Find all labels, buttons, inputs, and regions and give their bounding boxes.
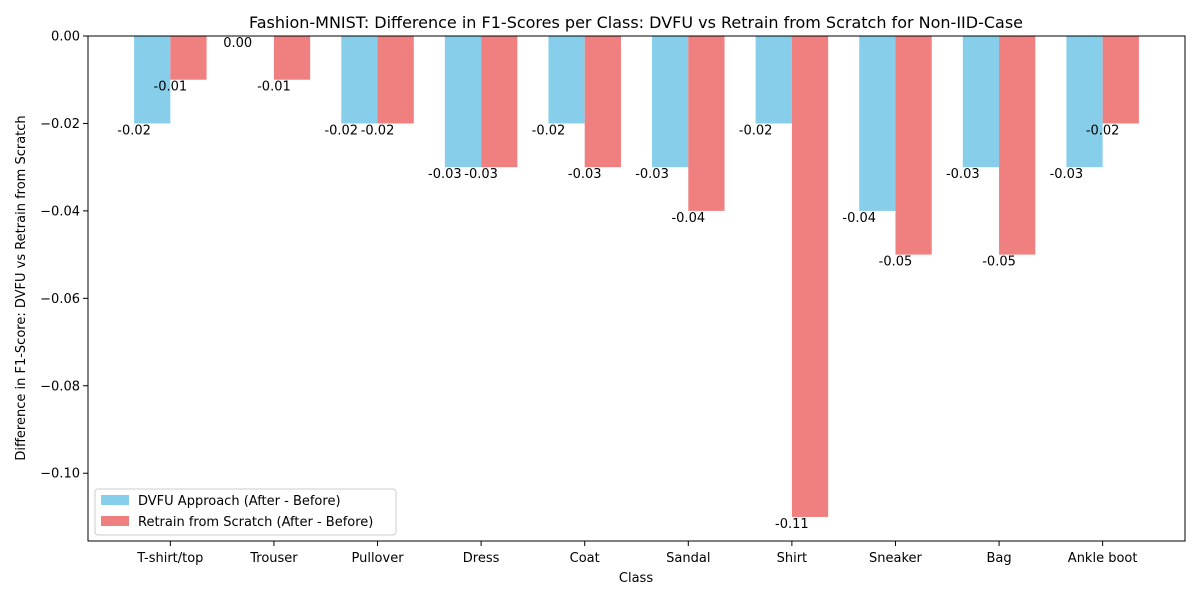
bar-dvfu-8	[962, 36, 1000, 168]
bar-retrain-1	[273, 36, 311, 80]
legend-swatch-dvfu	[101, 495, 129, 505]
data-label-dvfu-7: -0.04	[842, 211, 876, 226]
x-tick-label-8: Bag	[986, 551, 1011, 566]
x-axis-label: Class	[619, 571, 653, 586]
data-label-dvfu-4: -0.02	[532, 123, 566, 138]
bar-dvfu-2	[341, 36, 378, 124]
x-tick-label-9: Ankle boot	[1068, 551, 1138, 566]
data-label-dvfu-5: -0.03	[635, 167, 669, 182]
bars-group	[134, 36, 1139, 517]
bar-retrain-7	[895, 36, 932, 255]
bar-dvfu-4	[548, 36, 585, 124]
y-tick-label-0: 0.00	[51, 30, 80, 45]
legend-box	[94, 488, 397, 536]
y-axis-label: Difference in F1-Score: DVFU vs Retrain …	[14, 115, 29, 460]
data-label-dvfu-8: -0.03	[946, 167, 980, 182]
bar-dvfu-3	[444, 36, 482, 168]
y-axis-ticks: 0.00 −0.02 −0.04 −0.06 −0.08 −0.10	[40, 30, 88, 482]
data-label-dvfu-0: -0.02	[117, 123, 151, 138]
data-label-dvfu-6: -0.02	[739, 123, 773, 138]
data-label-retrain-1: -0.01	[257, 80, 291, 95]
x-tick-label-4: Coat	[570, 551, 600, 566]
x-tick-label-7: Sneaker	[869, 551, 923, 566]
bar-retrain-0	[170, 36, 207, 80]
data-label-retrain-9: -0.02	[1086, 123, 1120, 138]
bar-retrain-5	[688, 36, 725, 211]
legend: DVFU Approach (After - Before) Retrain fr…	[94, 488, 397, 536]
x-tick-label-3: Dress	[463, 551, 500, 566]
bar-retrain-8	[999, 36, 1036, 255]
x-tick-label-2: Pullover	[351, 551, 404, 566]
x-axis-ticks: T-shirt/top Trouser Pullover Dress Coat Sanda…	[136, 541, 1137, 566]
bar-retrain-4	[584, 36, 621, 168]
y-tick-label-4: −0.08	[40, 379, 80, 394]
data-label-retrain-6: -0.11	[775, 517, 809, 532]
y-tick-label-2: −0.04	[40, 204, 80, 219]
plot-area-frame	[87, 35, 1186, 542]
bar-retrain-6	[791, 36, 829, 517]
data-label-dvfu-9: -0.03	[1050, 167, 1084, 182]
y-tick-label-3: −0.06	[40, 292, 80, 307]
data-label-dvfu-2: -0.02	[324, 123, 358, 138]
bar-dvfu-9	[1066, 36, 1103, 168]
data-label-retrain-5: -0.04	[671, 211, 705, 226]
data-label-retrain-4: -0.03	[568, 167, 602, 182]
y-tick-label-5: −0.10	[40, 467, 80, 482]
bar-retrain-9	[1102, 36, 1139, 124]
legend-swatch-retrain	[101, 516, 129, 526]
bar-dvfu-0	[134, 36, 171, 124]
data-label-retrain-0: -0.01	[154, 80, 188, 95]
bar-retrain-2	[377, 36, 414, 124]
data-label-retrain-3: -0.03	[464, 167, 498, 182]
chart-title: Fashion-MNIST: Difference in F1-Scores p…	[249, 13, 1023, 32]
legend-label-dvfu: DVFU Approach (After - Before)	[138, 494, 341, 509]
data-label-dvfu-3: -0.03	[428, 167, 462, 182]
data-labels-group: -0.02 0.00 -0.02 -0.03 -0.02 -0.03 -0.02 -0.04 -…	[117, 36, 1119, 532]
data-label-dvfu-1: 0.00	[223, 36, 252, 51]
data-label-retrain-2: -0.02	[361, 123, 395, 138]
x-tick-label-5: Sandal	[666, 551, 710, 566]
x-tick-label-1: Trouser	[249, 551, 298, 566]
bar-retrain-3	[481, 36, 518, 168]
bar-dvfu-5	[652, 36, 689, 168]
y-tick-label-1: −0.02	[40, 117, 80, 132]
data-label-retrain-7: -0.05	[879, 255, 913, 270]
bar-dvfu-6	[755, 36, 792, 124]
x-tick-label-0: T-shirt/top	[136, 551, 203, 566]
legend-label-retrain: Retrain from Scratch (After - Before)	[138, 515, 373, 530]
x-tick-label-6: Shirt	[777, 551, 808, 566]
bar-dvfu-7	[859, 36, 896, 211]
data-label-retrain-8: -0.05	[982, 255, 1016, 270]
